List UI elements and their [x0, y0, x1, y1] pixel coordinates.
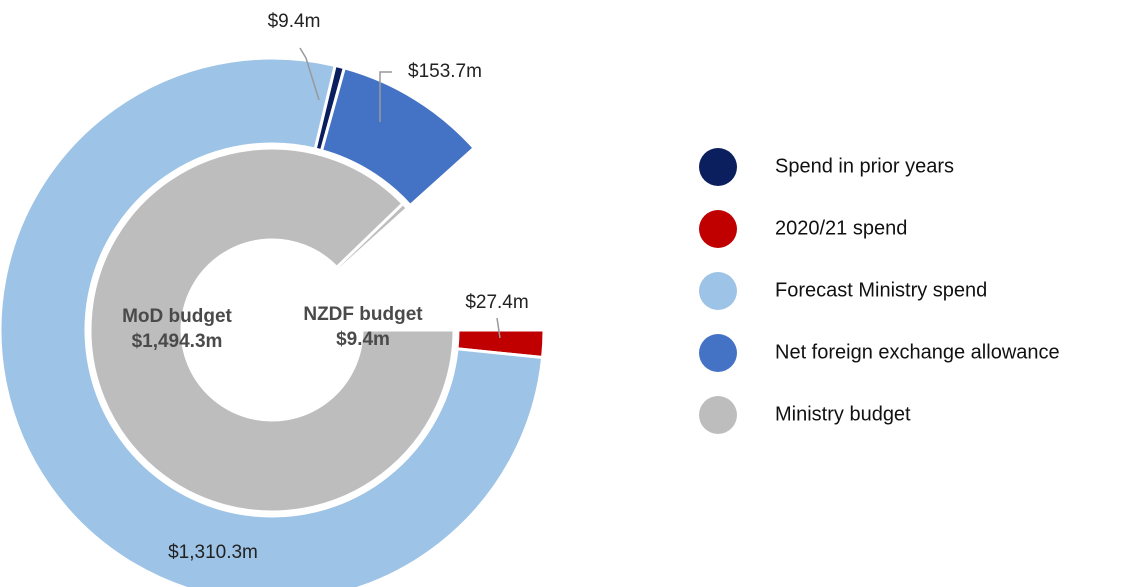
outer-segment	[319, 65, 477, 208]
leader-line	[496, 317, 501, 339]
value-label: $153.7m	[408, 61, 482, 82]
legend-text: 2020/21 spend	[775, 217, 907, 239]
value-label: $27.4m	[465, 292, 528, 313]
inner-label: NZDF budget	[303, 304, 423, 325]
legend-text: Ministry budget	[775, 403, 911, 425]
legend-text: Net foreign exchange allowance	[775, 341, 1060, 363]
value-label: $9.4m	[268, 11, 321, 32]
value-label: $1,310.3m	[168, 542, 258, 563]
outer-segment	[0, 56, 545, 587]
legend-text: Forecast Ministry spend	[775, 279, 987, 301]
legend-marker	[699, 396, 737, 434]
inner-value-label: $9.4m	[336, 329, 390, 350]
legend-marker	[699, 148, 737, 186]
leader-line	[379, 71, 392, 122]
inner-segment	[334, 201, 410, 272]
inner-label: MoD budget	[122, 306, 232, 327]
inner-segment	[88, 146, 456, 514]
leader-line	[299, 47, 320, 101]
legend-marker	[699, 334, 737, 372]
legend-marker	[699, 210, 737, 248]
legend-text: Spend in prior years	[775, 155, 954, 177]
legend-marker	[699, 272, 737, 310]
inner-value-label: $1,494.3m	[132, 331, 223, 352]
